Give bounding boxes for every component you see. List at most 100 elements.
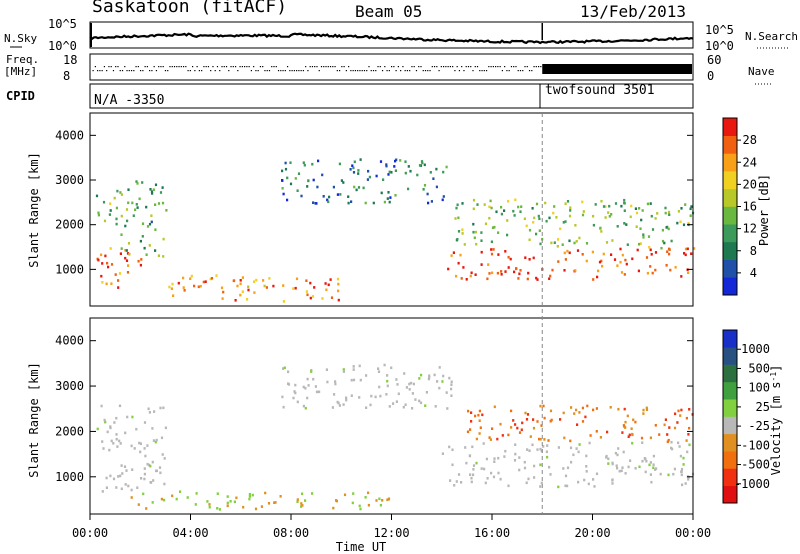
scatter-cell [179,490,182,493]
scatter-cell [501,434,504,437]
colorbar-tick-label: 25 [756,400,770,414]
scatter-cell [577,480,580,484]
scatter-cell [638,207,641,210]
scatter-cell [358,396,361,399]
scatter-cell [287,383,291,386]
freq-dot [370,70,372,72]
scatter-cell [381,499,384,502]
scatter-cell [680,473,683,477]
scatter-cell [108,213,111,216]
scatter-cell [140,258,143,261]
freq-dot [424,70,427,72]
scatter-cell [119,442,122,445]
y-tick-label: 4000 [55,128,84,142]
scatter-cell [97,211,100,215]
scatter-cell [512,209,515,213]
freq-dot [499,66,501,68]
scatter-cell [435,185,438,189]
scatter-cell [677,441,680,445]
scatter-cell [638,242,641,246]
scatter-cell [585,259,588,263]
scatter-cell [562,221,565,224]
scatter-cell [427,201,430,205]
x-axis-label: Time UT [336,540,387,554]
scatter-cell [687,271,690,274]
scatter-cell [385,393,388,396]
scatter-cell [352,166,355,170]
colorbar-segment [723,259,737,278]
scatter-cell [470,420,473,423]
scatter-cell [640,436,644,440]
scatter-cell [163,482,166,486]
scatter-cell [304,386,307,390]
scatter-cell [611,482,614,485]
scatter-cell [624,420,627,424]
scatter-cell [342,368,345,371]
scatter-cell [350,200,353,203]
scatter-cell [208,503,211,506]
scatter-cell [538,437,541,441]
scatter-cell [295,277,299,281]
scatter-cell [588,441,591,445]
scatter-cell [533,464,536,468]
scatter-cell [514,443,517,446]
scatter-cell [162,237,165,241]
freq-dot [286,66,289,68]
freq-dot [124,66,126,68]
freq-dot [207,66,210,68]
colorbar-segment [723,153,737,172]
scatter-cell [105,282,108,286]
scatter-cell [517,205,520,209]
freq-dot [397,66,399,68]
scatter-cell [247,285,250,289]
scatter-cell [297,172,301,175]
nave-label: Nave [748,65,775,78]
scatter-cell [152,188,155,191]
scatter-cell [279,495,282,498]
scatter-cell [561,243,564,246]
scatter-cell [450,254,453,257]
scatter-cell [139,450,142,454]
scatter-cell [143,421,147,424]
scatter-cell [177,281,180,285]
scatter-cell [108,448,111,452]
scatter-cell [233,500,236,504]
scatter-cell [408,382,411,386]
scatter-cell [599,436,602,439]
scatter-cell [690,205,693,208]
scatter-cell [515,267,518,271]
freq-dot [92,70,94,72]
scatter-cell [352,378,356,382]
scatter-cell [679,454,682,458]
freq-dot [386,70,388,72]
scatter-cell [342,370,345,373]
scatter-cell [274,501,277,504]
scatter-cell [642,412,645,415]
cpid-segment-2: twofsound 3501 [545,83,655,98]
scatter-cell [471,445,474,449]
scatter-cell [408,388,411,391]
scatter-cell [367,169,370,173]
freq-dot [160,66,162,68]
freq-dot [427,70,429,72]
scatter-cell [332,185,335,189]
scatter-cell [386,379,389,383]
freq-dot [189,70,191,72]
scatter-cell [490,240,493,244]
scatter-cell [195,492,198,495]
scatter-cell [523,466,527,470]
scatter-cell [581,213,585,217]
scatter-cell [569,439,572,443]
scatter-cell [546,455,549,459]
scatter-cell [311,295,315,298]
scatter-cell [115,437,118,441]
scatter-cell [555,216,558,219]
scatter-cell [377,367,380,370]
scatter-cell [624,426,627,429]
freq-dot [266,70,268,72]
scatter-cell [563,436,566,440]
scatter-cell [687,222,690,225]
scatter-cell [640,218,643,222]
scatter-cell [607,457,610,461]
scatter-cell [434,405,437,408]
